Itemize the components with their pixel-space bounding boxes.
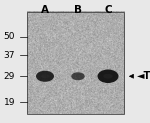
Text: 50: 50 [3, 32, 15, 41]
Bar [27, 12, 124, 114]
Text: A: A [41, 5, 49, 15]
Text: ◄TIGAR: ◄TIGAR [137, 71, 150, 81]
Ellipse shape [71, 72, 85, 80]
Ellipse shape [75, 75, 81, 78]
Ellipse shape [98, 69, 118, 83]
Text: 19: 19 [3, 98, 15, 107]
Text: 37: 37 [3, 51, 15, 60]
Ellipse shape [36, 71, 54, 82]
Text: B: B [74, 5, 82, 15]
Ellipse shape [41, 74, 49, 78]
Ellipse shape [103, 74, 113, 79]
Text: C: C [104, 5, 112, 15]
Text: 29: 29 [4, 72, 15, 81]
